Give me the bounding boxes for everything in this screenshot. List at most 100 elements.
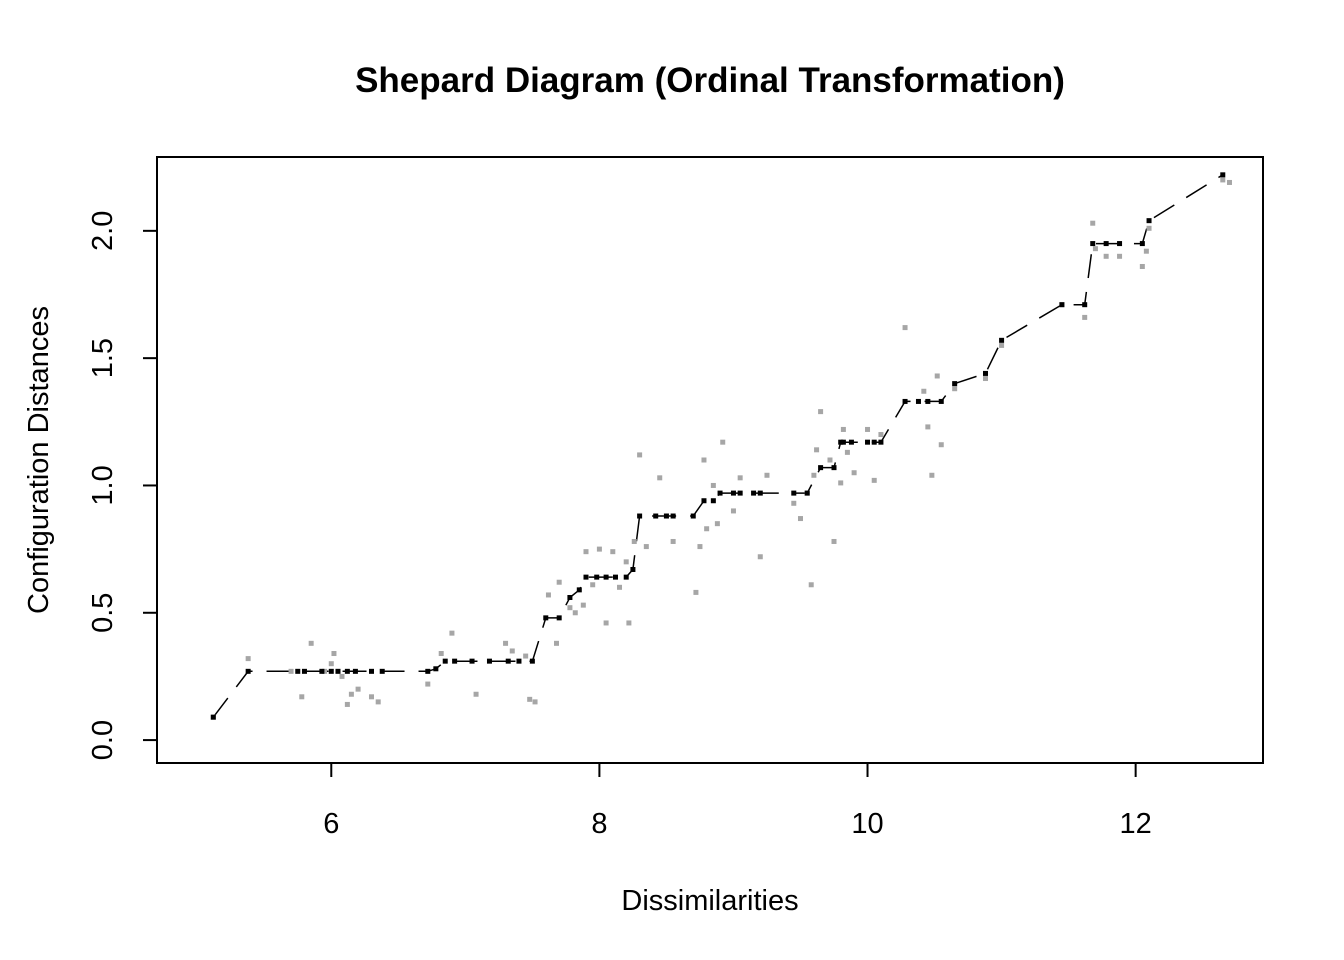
- observed-point: [737, 475, 743, 481]
- observed-point: [532, 699, 538, 705]
- observed-point: [580, 602, 586, 608]
- fitted-point: [379, 668, 385, 674]
- observed-point: [704, 526, 710, 532]
- observed-point: [878, 432, 884, 438]
- observed-point: [844, 449, 850, 455]
- x-tick-label: 12: [1120, 808, 1152, 840]
- fitted-point: [902, 398, 908, 404]
- fitted-point: [840, 439, 846, 445]
- fitted-point: [791, 490, 797, 496]
- fitted-points: [210, 172, 1226, 720]
- observed-point: [554, 640, 560, 646]
- observed-point: [818, 409, 824, 415]
- observed-point: [339, 673, 345, 679]
- fitted-point: [245, 668, 251, 674]
- fitted-point: [1090, 241, 1096, 247]
- fitted-point: [567, 594, 573, 600]
- observed-point: [925, 424, 931, 430]
- fitted-point: [469, 658, 475, 664]
- fitted-point: [368, 668, 374, 674]
- fitted-point: [653, 513, 659, 519]
- observed-point: [328, 661, 334, 667]
- fitted-point: [757, 490, 763, 496]
- fitted-point: [1220, 172, 1226, 178]
- fitted-point: [637, 513, 643, 519]
- x-tick-label: 8: [591, 808, 607, 840]
- observed-point: [929, 472, 935, 478]
- observed-point: [583, 549, 589, 555]
- observed-point: [757, 554, 763, 560]
- fitted-point: [352, 668, 358, 674]
- fitted-point: [925, 398, 931, 404]
- fitted-point: [999, 337, 1005, 343]
- observed-point: [348, 691, 354, 697]
- observed-point: [1103, 253, 1109, 259]
- observed-point: [438, 651, 444, 657]
- observed-point: [245, 656, 251, 662]
- fitted-point: [710, 498, 716, 504]
- y-axis: 0.0 0.5 1.0 1.5 2.0: [87, 211, 157, 760]
- observed-point: [1220, 177, 1226, 183]
- observed-point: [344, 701, 350, 707]
- observed-point: [657, 475, 663, 481]
- observed-point: [1146, 225, 1152, 231]
- observed-point: [934, 373, 940, 379]
- fitted-point: [529, 658, 535, 664]
- x-axis: 6 8 10 12: [323, 762, 1152, 840]
- x-axis-label: Dissimilarities: [621, 885, 798, 917]
- y-tick-label: 0.5: [87, 593, 119, 633]
- observed-point: [670, 538, 676, 544]
- observed-point: [710, 482, 716, 488]
- x-tick-label: 10: [851, 808, 883, 840]
- observed-point: [840, 426, 846, 432]
- y-tick-label: 1.0: [87, 465, 119, 505]
- observed-point: [1117, 253, 1123, 259]
- observed-point: [623, 559, 629, 565]
- fitted-point: [1146, 218, 1152, 224]
- fitted-point: [612, 574, 618, 580]
- fitted-point: [543, 615, 549, 621]
- fitted-point: [838, 439, 844, 445]
- observed-point: [838, 480, 844, 486]
- observed-point: [626, 620, 632, 626]
- fit-line: [212, 174, 1224, 718]
- observed-point: [288, 668, 294, 674]
- fitted-point: [486, 658, 492, 664]
- observed-point: [331, 651, 337, 657]
- fitted-point: [848, 439, 854, 445]
- fitted-point: [865, 439, 871, 445]
- fitted-point: [701, 498, 707, 504]
- observed-point: [545, 592, 551, 598]
- observed-point: [730, 508, 736, 514]
- observed-point: [567, 605, 573, 611]
- fitted-point: [670, 513, 676, 519]
- observed-point: [523, 653, 529, 659]
- observed-point: [871, 477, 877, 483]
- observed-point: [527, 696, 533, 702]
- observed-point: [610, 549, 616, 555]
- y-tick-label: 1.5: [87, 338, 119, 378]
- fitted-point: [982, 370, 988, 376]
- fitted-point: [730, 490, 736, 496]
- fitted-point: [505, 658, 511, 664]
- fitted-point: [425, 668, 431, 674]
- observed-point: [1090, 220, 1096, 226]
- x-tick-label: 6: [323, 808, 339, 840]
- fitted-point: [210, 714, 216, 720]
- fitted-point: [663, 513, 669, 519]
- observed-point: [831, 538, 837, 544]
- observed-point: [902, 325, 908, 331]
- observed-point: [808, 582, 814, 588]
- observed-point: [590, 582, 596, 588]
- observed-point: [764, 472, 770, 478]
- observed-point: [851, 470, 857, 476]
- y-axis-label: Configuration Distances: [23, 306, 55, 614]
- fitted-point: [804, 490, 810, 496]
- observed-point: [473, 691, 479, 697]
- fitted-point: [630, 566, 636, 572]
- observed-point: [827, 457, 833, 463]
- observed-point: [1143, 248, 1149, 254]
- observed-points: [210, 177, 1232, 720]
- observed-point: [572, 610, 578, 616]
